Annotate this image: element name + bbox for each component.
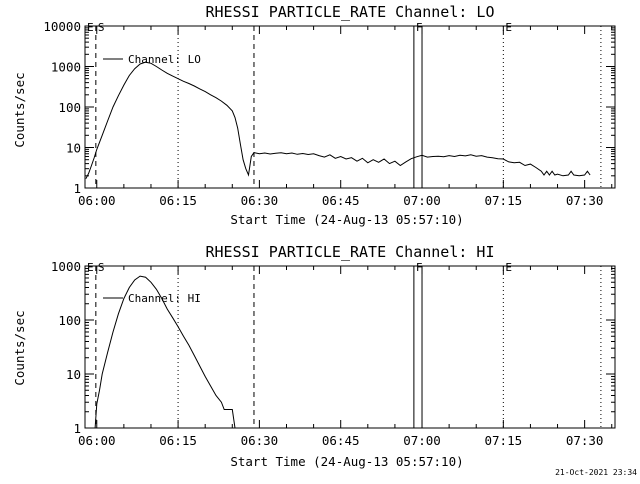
x-axis-label: Start Time (24-Aug-13 05:57:10) (230, 212, 463, 227)
chart-title: RHESSI PARTICLE_RATE Channel: HI (206, 243, 495, 261)
x-tick-label: 06:45 (322, 193, 360, 208)
timestamp-footer: 21-Oct-2021 23:34 (555, 468, 637, 477)
panel-lo: RHESSI PARTICLE_RATE Channel: LO Start T… (12, 3, 616, 227)
x-tick-label: 06:00 (78, 193, 116, 208)
event-marker-label: S (98, 21, 105, 34)
y-tick-label: 1000 (51, 60, 81, 75)
event-marker-label: E (505, 21, 512, 34)
y-tick-label: 100 (58, 100, 81, 115)
event-marker-label: E (87, 21, 94, 34)
y-tick-label: 10 (66, 141, 81, 156)
y-tick-label: 1 (73, 421, 81, 436)
y-axis-label: Counts/sec (12, 310, 27, 385)
event-marker-label: F (416, 21, 423, 34)
panel-hi: RHESSI PARTICLE_RATE Channel: HI Start T… (12, 243, 616, 469)
y-axis-label: Counts/sec (12, 72, 27, 147)
chart-title: RHESSI PARTICLE_RATE Channel: LO (206, 3, 495, 21)
series-line (94, 275, 236, 429)
x-tick-label: 06:15 (159, 433, 197, 448)
x-tick-label: 07:00 (403, 193, 441, 208)
series-line (85, 61, 591, 179)
y-tick-label: 1000 (51, 259, 81, 274)
y-tick-label: 10000 (43, 19, 81, 34)
x-tick-label: 07:15 (485, 193, 523, 208)
event-marker-label: F (416, 261, 423, 274)
x-tick-label: 06:15 (159, 193, 197, 208)
plot-frame (84, 25, 616, 189)
x-tick-label: 06:00 (78, 433, 116, 448)
x-tick-label: 07:30 (566, 433, 604, 448)
x-tick-label: 07:30 (566, 193, 604, 208)
event-marker-label: E (87, 261, 94, 274)
x-tick-label: 07:15 (485, 433, 523, 448)
legend-label: Channel: LO (128, 53, 201, 66)
y-tick-label: 100 (58, 313, 81, 328)
x-tick-label: 06:30 (241, 193, 279, 208)
plot-frame (84, 265, 616, 429)
x-tick-label: 06:30 (241, 433, 279, 448)
x-tick-label: 07:00 (403, 433, 441, 448)
x-axis-label: Start Time (24-Aug-13 05:57:10) (230, 454, 463, 469)
event-marker-label: E (505, 261, 512, 274)
y-tick-label: 10 (66, 367, 81, 382)
legend-label: Channel: HI (128, 292, 201, 305)
x-tick-label: 06:45 (322, 433, 360, 448)
y-tick-label: 1 (73, 181, 81, 196)
event-marker-label: S (98, 261, 105, 274)
